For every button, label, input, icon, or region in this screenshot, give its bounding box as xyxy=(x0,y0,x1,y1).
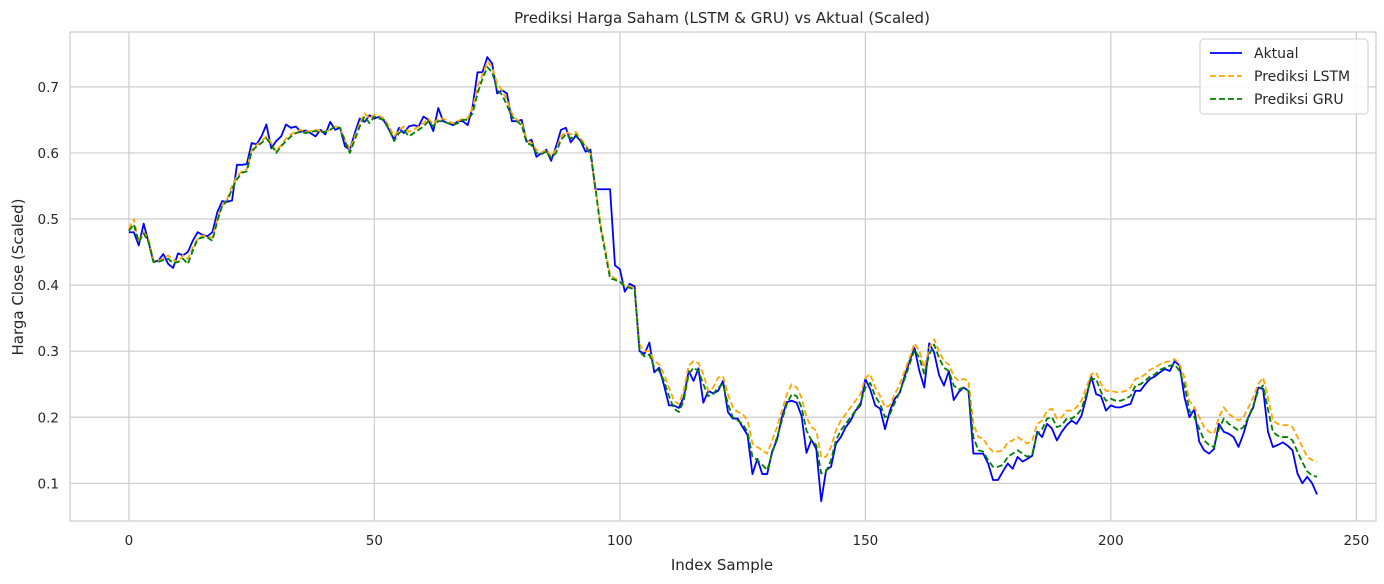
y-tick-label: 0.2 xyxy=(38,410,59,426)
x-tick-label: 200 xyxy=(1098,533,1124,549)
y-tick-label: 0.4 xyxy=(38,278,59,294)
series-line-3 xyxy=(128,66,1318,478)
y-axis-label: Harga Close (Scaled) xyxy=(9,198,27,355)
chart-title: Prediksi Harga Saham (LSTM & GRU) vs Akt… xyxy=(514,9,930,27)
plot-area-frame xyxy=(69,31,1377,522)
legend-label-2: Prediksi LSTM xyxy=(1254,69,1350,85)
legend-label-3: Prediksi GRU xyxy=(1254,92,1344,108)
series-lines xyxy=(128,56,1318,503)
x-tick-labels: 0 50 100 150 200 250 xyxy=(125,533,1370,549)
y-tick-label: 0.1 xyxy=(38,476,59,492)
x-axis-label: Index Sample xyxy=(671,556,773,574)
y-tick-label: 0.6 xyxy=(38,146,59,162)
y-tick-label: 0.3 xyxy=(38,344,59,360)
x-tick-label: 100 xyxy=(607,533,633,549)
series-line-2 xyxy=(128,60,1318,463)
legend-label-1: Aktual xyxy=(1254,46,1299,62)
x-tick-label: 250 xyxy=(1343,533,1369,549)
legend: Aktual Prediksi LSTM Prediksi GRU xyxy=(1199,38,1369,115)
y-tick-labels: 0.1 0.2 0.3 0.4 0.5 0.6 0.7 xyxy=(38,80,59,492)
y-tick-label: 0.5 xyxy=(38,212,59,228)
x-tick-label: 150 xyxy=(852,533,878,549)
x-tick-label: 0 xyxy=(125,533,134,549)
x-tick-label: 50 xyxy=(366,533,383,549)
y-tick-label: 0.7 xyxy=(38,80,59,96)
legend-box xyxy=(1199,38,1369,115)
